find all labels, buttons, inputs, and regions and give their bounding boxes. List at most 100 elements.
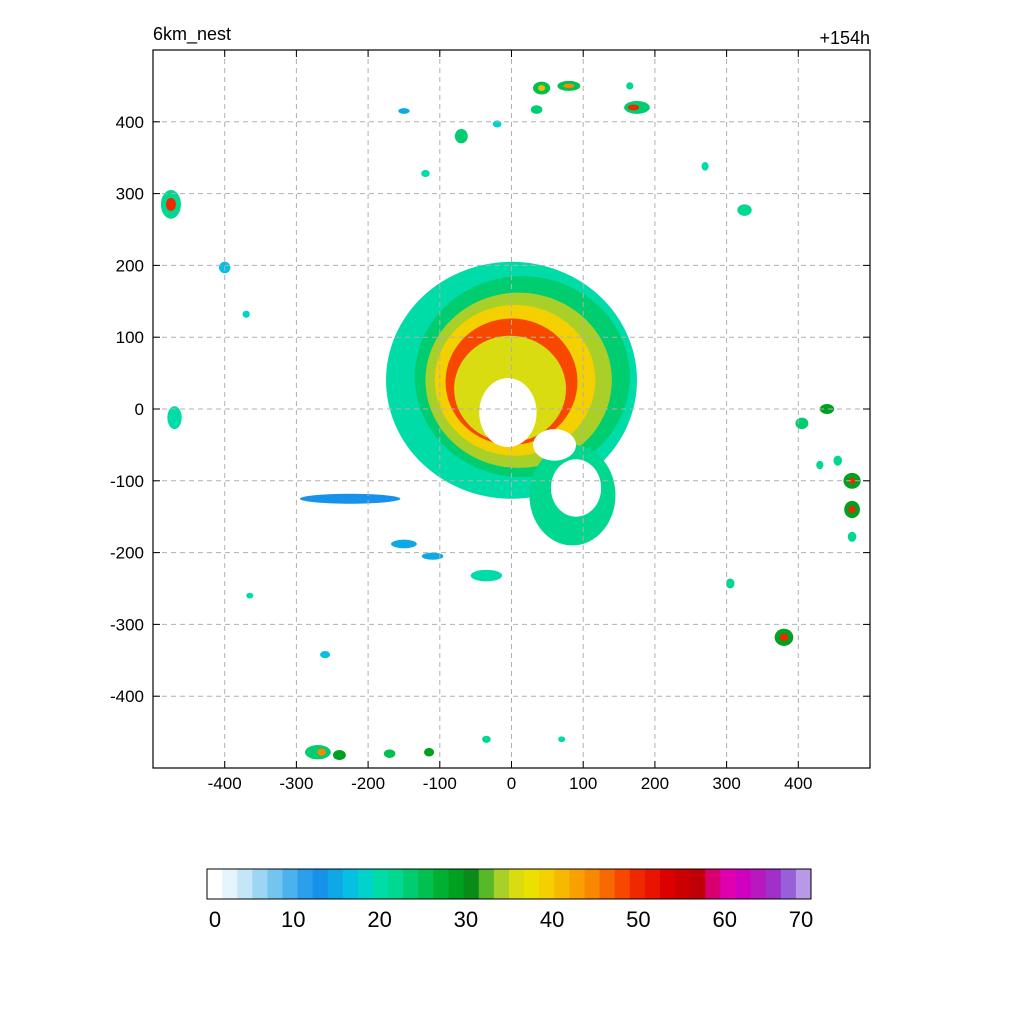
field-shape <box>627 104 640 111</box>
field-shape <box>737 204 752 216</box>
x-tick-label: 0 <box>507 774 516 793</box>
colorbar-swatch <box>750 869 767 899</box>
field-shape <box>848 505 856 514</box>
field-shape <box>533 429 577 461</box>
field-shape <box>383 749 396 758</box>
colorbar-swatch <box>478 869 495 899</box>
colorbar-swatch <box>282 869 299 899</box>
colorbar-swatch <box>569 869 585 899</box>
y-tick-label: -200 <box>110 544 144 563</box>
field-shape <box>816 460 824 470</box>
colorbar-swatch <box>237 869 253 899</box>
field-shape <box>479 378 537 448</box>
colorbar-swatch <box>373 869 389 899</box>
field-shape <box>563 83 575 89</box>
colorbar-swatch <box>675 869 691 899</box>
colorbar-tick-label: 70 <box>789 907 813 932</box>
colorbar-swatch <box>403 869 419 899</box>
field-shape <box>550 459 602 517</box>
colorbar-swatch <box>554 869 570 899</box>
x-tick-label: -200 <box>351 774 385 793</box>
field-shape <box>391 539 417 549</box>
x-axis: -400 -300 -200 -100 0 100 200 300 400 <box>208 50 812 793</box>
field-shape <box>299 493 401 504</box>
colorbar-swatch <box>297 869 314 899</box>
colorbar-swatch <box>312 869 329 899</box>
field-shape <box>165 197 176 211</box>
field-shape <box>538 85 546 91</box>
colorbar-swatch <box>720 869 736 899</box>
colorbar-swatch <box>644 869 661 899</box>
colorbar-tick-label: 50 <box>626 907 650 932</box>
field-shape <box>332 750 346 761</box>
colorbar-swatch <box>735 869 752 899</box>
colorbar-swatch <box>584 869 601 899</box>
field-shape <box>317 748 326 756</box>
colorbar-swatch <box>765 869 782 899</box>
colorbar-tick-label: 20 <box>367 907 391 932</box>
x-tick-label: -400 <box>208 774 242 793</box>
colorbar-swatch <box>207 869 223 899</box>
field-shape <box>819 403 835 415</box>
x-tick-label: -100 <box>423 774 457 793</box>
colorbar-tick-label: 10 <box>281 907 305 932</box>
y-tick-label: -100 <box>110 472 144 491</box>
field-shape <box>246 592 254 599</box>
colorbar-swatches <box>207 869 812 899</box>
colorbar-tick-label: 0 <box>209 907 221 932</box>
grid-layer <box>153 50 870 768</box>
colorbar-swatch <box>418 869 434 899</box>
colorbar-swatch <box>705 869 721 899</box>
colorbar-swatch <box>433 869 450 899</box>
colorbar-swatch <box>539 869 555 899</box>
colorbar-swatch <box>493 869 510 899</box>
colorbar-swatch <box>795 869 812 899</box>
colorbar-swatch <box>629 869 646 899</box>
field-shape <box>398 108 410 114</box>
colorbar-swatch <box>327 869 344 899</box>
plot-area: -400 -300 -200 -100 0 100 200 300 400 400 300 200 1… <box>110 49 871 793</box>
colorbar-swatch <box>660 869 676 899</box>
colorbar-swatch <box>614 869 631 899</box>
y-axis: 400 300 200 100 0 -100 -200 -300 -400 <box>110 113 870 706</box>
colorbar-tick-label: 30 <box>454 907 478 932</box>
field-shape <box>167 406 182 430</box>
colorbar-swatch <box>252 869 268 899</box>
x-tick-label: 100 <box>569 774 597 793</box>
field-shape <box>470 569 503 582</box>
colorbar-swatch <box>267 869 283 899</box>
colorbar-tick-label: 60 <box>712 907 736 932</box>
y-tick-label: 200 <box>116 256 144 275</box>
field-shape <box>701 162 709 171</box>
field-layer <box>160 80 861 761</box>
colorbar-swatch <box>599 869 616 899</box>
y-tick-label: 100 <box>116 328 144 347</box>
colorbar: 0 10 20 30 40 50 60 70 <box>206 868 813 932</box>
field-shape <box>725 578 735 589</box>
field-shape <box>242 310 250 318</box>
colorbar-swatch <box>448 869 465 899</box>
field-shape <box>454 128 468 144</box>
field-shape <box>626 82 634 90</box>
field-shape <box>482 735 491 743</box>
colorbar-swatch <box>509 869 525 899</box>
field-shape <box>848 477 856 484</box>
field-shape <box>530 105 543 114</box>
colorbar-swatch <box>690 869 706 899</box>
field-shape <box>795 417 809 430</box>
field-shape <box>847 531 857 542</box>
field-shape <box>320 650 331 659</box>
colorbar-swatch <box>463 869 480 899</box>
chart-title-right: +154h <box>819 28 870 48</box>
field-shape <box>779 633 789 641</box>
field-shape <box>424 747 435 757</box>
colorbar-swatch <box>780 869 797 899</box>
field-shape <box>833 455 843 466</box>
y-tick-label: 300 <box>116 185 144 204</box>
colorbar-frame <box>206 868 812 900</box>
colorbar-swatch <box>358 869 374 899</box>
colorbar-tick-label: 40 <box>540 907 564 932</box>
colorbar-swatch <box>388 869 404 899</box>
field-shape <box>421 552 444 560</box>
